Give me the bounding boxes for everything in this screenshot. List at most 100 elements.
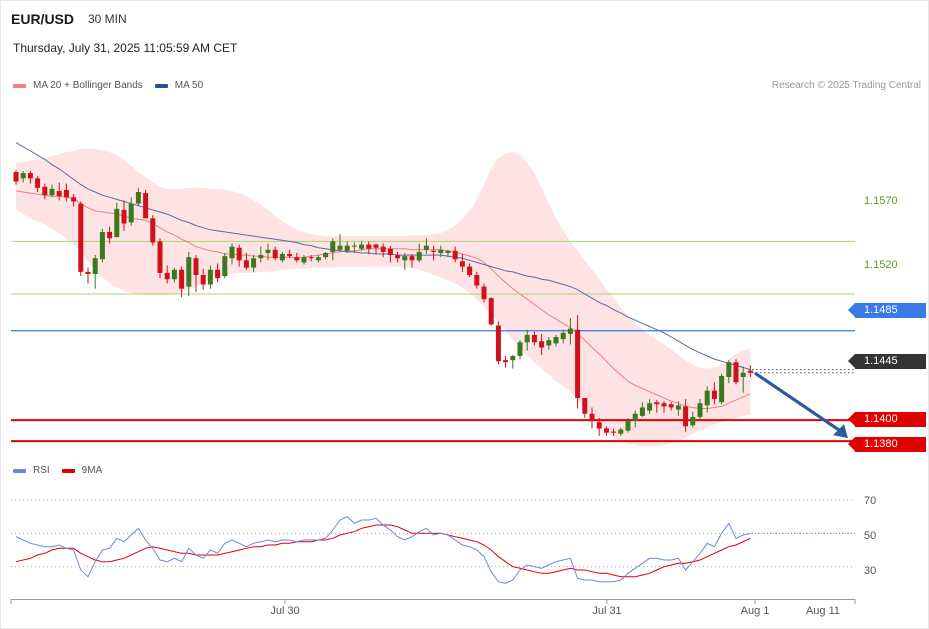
candle-body xyxy=(747,370,753,373)
legend-ma9: 9MA xyxy=(81,465,103,476)
candle xyxy=(49,184,55,198)
candle-body xyxy=(85,271,91,274)
candle-body xyxy=(697,403,703,417)
candle xyxy=(402,252,408,270)
candle xyxy=(690,411,696,428)
candle-body xyxy=(596,422,602,429)
candle xyxy=(474,271,480,289)
candle-body xyxy=(402,256,408,261)
candle-body xyxy=(323,252,329,258)
candle-body xyxy=(171,269,177,280)
candle-body xyxy=(582,397,588,414)
candle-body xyxy=(546,340,552,346)
candle xyxy=(265,243,271,261)
candle xyxy=(582,397,588,418)
candle-body xyxy=(740,372,746,377)
candle-body xyxy=(258,255,264,259)
candle xyxy=(452,246,458,263)
candle xyxy=(567,318,573,345)
rsi-legend: RSI 9MA xyxy=(13,465,102,476)
rsi-panel xyxy=(11,499,855,584)
candle-body xyxy=(647,403,653,411)
current-price-tag: 1.1445 xyxy=(848,354,926,369)
pivot-tag: 1.1485 xyxy=(848,303,926,318)
forecast-arrow xyxy=(754,372,848,439)
candle-body xyxy=(294,257,300,261)
candle-body xyxy=(287,254,293,257)
candle xyxy=(143,189,149,219)
candle xyxy=(603,426,609,436)
candle xyxy=(438,245,444,258)
candle-body xyxy=(726,362,732,377)
candle xyxy=(258,246,264,263)
candle xyxy=(675,401,681,416)
candle-body xyxy=(474,275,480,286)
candle-body xyxy=(387,248,393,256)
forecast-arrow-shaft xyxy=(754,372,844,434)
candle xyxy=(114,202,120,238)
candle-body xyxy=(236,247,242,261)
candle-body xyxy=(20,173,26,179)
candle xyxy=(416,243,422,263)
price-legend: MA 20 + Bollinger Bands MA 50 xyxy=(13,80,203,91)
candle xyxy=(42,183,48,200)
candles xyxy=(13,169,753,436)
copyright-label: Research © 2025 Trading Central xyxy=(771,80,921,91)
candle xyxy=(596,417,602,436)
candle xyxy=(236,244,242,267)
level-label-2: 1.1520 xyxy=(864,259,898,271)
candle-body xyxy=(416,251,422,261)
candle xyxy=(704,386,710,413)
candle-body xyxy=(337,245,343,250)
candle-body xyxy=(675,405,681,410)
candle xyxy=(13,169,19,185)
candle xyxy=(733,359,739,385)
candle-body xyxy=(654,402,660,405)
candle xyxy=(186,251,192,297)
candle-body xyxy=(553,337,559,344)
candle xyxy=(431,245,437,261)
symbol-title: EUR/USD xyxy=(11,11,75,27)
candle xyxy=(215,263,221,283)
candle xyxy=(272,246,278,261)
candle-body xyxy=(632,413,638,422)
candle-body xyxy=(279,254,285,261)
candle xyxy=(647,399,653,414)
rsi-line xyxy=(15,516,751,584)
candle xyxy=(697,399,703,422)
candle xyxy=(193,255,199,292)
rsi-tick-70: 70 xyxy=(864,495,877,507)
candle xyxy=(524,329,530,351)
candle-body xyxy=(78,203,84,272)
candle-body xyxy=(71,197,77,202)
candle xyxy=(539,333,545,355)
candle xyxy=(423,238,429,255)
candle xyxy=(157,238,163,279)
candle xyxy=(589,407,595,429)
candle-body xyxy=(409,256,415,261)
candle xyxy=(711,382,717,405)
candle xyxy=(71,194,77,207)
candle-body xyxy=(711,390,717,400)
candle-body xyxy=(27,173,33,179)
x-label-aug11: Aug 11 xyxy=(805,605,841,617)
candle xyxy=(107,226,113,244)
candle xyxy=(121,200,127,231)
support-tag-2: 1.1380 xyxy=(848,437,926,452)
candle-body xyxy=(719,375,725,403)
candle-body xyxy=(589,413,595,422)
candle-body xyxy=(215,269,221,279)
candle xyxy=(301,255,307,265)
candle-body xyxy=(503,360,509,363)
candle xyxy=(395,251,401,263)
candle xyxy=(56,182,62,201)
candle xyxy=(35,176,41,193)
candle-body xyxy=(639,407,645,416)
candle xyxy=(315,255,321,263)
time-axis xyxy=(10,599,856,604)
candle-body xyxy=(395,255,401,259)
candle xyxy=(632,410,638,428)
candle xyxy=(445,249,451,258)
candle xyxy=(200,268,206,290)
